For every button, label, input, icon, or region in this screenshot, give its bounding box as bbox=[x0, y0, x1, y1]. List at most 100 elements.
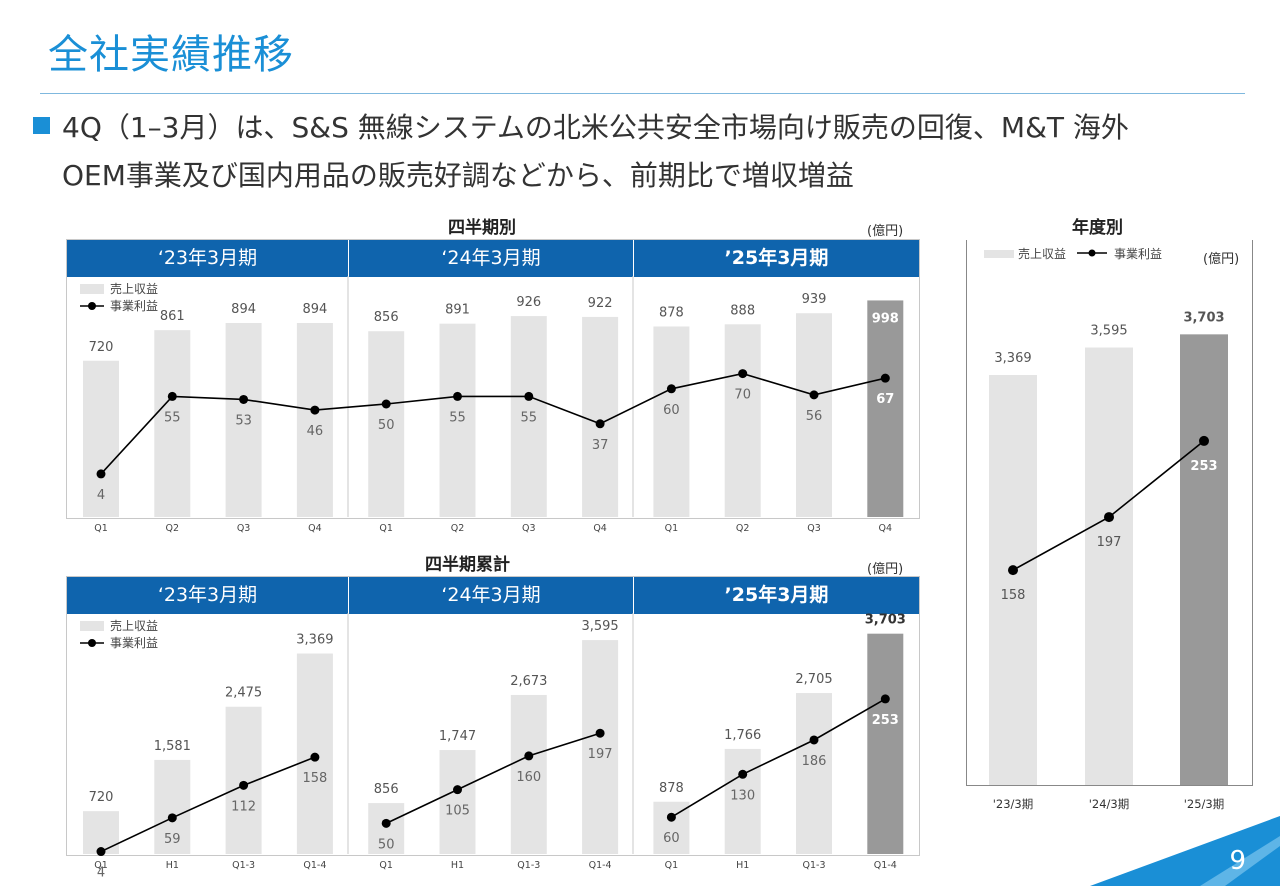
profit-point bbox=[880, 373, 890, 383]
x-tick-label: H1 bbox=[736, 860, 749, 871]
revenue-bar bbox=[510, 316, 547, 517]
x-tick-label: Q1 bbox=[94, 523, 108, 534]
profit-value-label: 186 bbox=[802, 754, 827, 769]
x-tick-label: Q1-4 bbox=[303, 860, 326, 871]
annual-profit-label: 158 bbox=[1001, 588, 1026, 603]
profit-value-label: 46 bbox=[307, 424, 324, 439]
revenue-value-label: 1,747 bbox=[439, 729, 476, 744]
profit-point bbox=[880, 694, 890, 704]
revenue-value-label: 3,703 bbox=[865, 613, 906, 628]
page-number: 9 bbox=[1229, 846, 1246, 876]
bullet-square-icon bbox=[33, 117, 50, 134]
annual-section-title: 年度別 bbox=[1072, 218, 1123, 238]
profit-point bbox=[809, 390, 819, 400]
profit-point bbox=[809, 735, 819, 745]
annual-legend-revenue: 売上収益 bbox=[1018, 247, 1067, 261]
legend-revenue-label: 売上収益 bbox=[110, 618, 158, 633]
annual-x-tick-label: '23/3期 bbox=[993, 797, 1034, 811]
profit-point bbox=[239, 780, 249, 790]
x-tick-label: Q1-4 bbox=[874, 860, 897, 871]
revenue-bar bbox=[582, 640, 619, 854]
quarterly-header-fy24: ‘24年3月期 bbox=[441, 247, 541, 269]
cumulative-period-band: ‘23年3月期 ‘24年3月期 ’25年3月期 bbox=[67, 577, 919, 614]
legend-profit-label: 事業利益 bbox=[110, 299, 158, 313]
annual-revenue-bar bbox=[989, 374, 1037, 785]
profit-value-label: 105 bbox=[445, 804, 470, 819]
profit-value-label: 70 bbox=[734, 388, 751, 403]
x-tick-label: Q4 bbox=[879, 523, 893, 534]
profit-value-label: 197 bbox=[588, 747, 613, 762]
x-tick-label: Q1-3 bbox=[232, 860, 255, 871]
annual-x-tick-label: '25/3期 bbox=[1184, 797, 1225, 811]
x-tick-label: Q1-3 bbox=[517, 860, 540, 871]
revenue-bar bbox=[867, 633, 904, 854]
profit-value-label: 130 bbox=[730, 788, 755, 803]
cumulative-header-fy24: ‘24年3月期 bbox=[441, 584, 541, 606]
revenue-bar bbox=[796, 313, 832, 517]
annual-chart-frame bbox=[966, 240, 1253, 786]
annual-profit-point bbox=[1104, 512, 1114, 523]
legend-line-marker bbox=[88, 639, 96, 647]
revenue-bar bbox=[154, 330, 191, 517]
revenue-value-label: 878 bbox=[659, 305, 684, 320]
profit-point bbox=[595, 419, 605, 429]
annual-x-tick-label: '24/3期 bbox=[1089, 797, 1130, 811]
annual-profit-label: 253 bbox=[1190, 459, 1217, 474]
profit-value-label: 56 bbox=[806, 409, 823, 424]
profit-value-label: 55 bbox=[449, 410, 466, 425]
revenue-value-label: 894 bbox=[231, 302, 256, 317]
x-tick-label: H1 bbox=[166, 860, 179, 871]
revenue-bar bbox=[368, 803, 405, 854]
x-tick-label: Q1 bbox=[665, 523, 679, 534]
annual-legend-line-swatch bbox=[1077, 249, 1107, 257]
revenue-value-label: 3,369 bbox=[296, 633, 333, 648]
profit-point bbox=[239, 394, 249, 404]
profit-point bbox=[310, 405, 320, 415]
corner-decoration bbox=[1090, 816, 1280, 886]
x-tick-label: Q1 bbox=[379, 523, 393, 534]
revenue-value-label: 998 bbox=[872, 311, 899, 326]
profit-point bbox=[381, 399, 391, 409]
revenue-value-label: 720 bbox=[89, 340, 114, 355]
cumulative-chart-panel: ‘23年3月期 ‘24年3月期 ’25年3月期 bbox=[66, 576, 920, 856]
revenue-value-label: 926 bbox=[516, 295, 541, 310]
profit-point bbox=[453, 785, 462, 795]
revenue-bar bbox=[296, 323, 333, 517]
summary-text-line2: OEM事業及び国内用品の販売好調などから、前期比で増収増益 bbox=[62, 159, 854, 192]
profit-value-label: 55 bbox=[164, 410, 181, 425]
revenue-value-label: 878 bbox=[659, 781, 684, 796]
quarterly-period-band: ‘23年3月期 ‘24年3月期 ’25年3月期 bbox=[67, 240, 919, 277]
profit-series-line bbox=[100, 372, 886, 475]
x-tick-label: Q1 bbox=[665, 860, 679, 871]
x-tick-label: Q2 bbox=[166, 523, 180, 534]
revenue-value-label: 2,705 bbox=[795, 672, 832, 687]
revenue-value-label: 1,581 bbox=[154, 739, 191, 754]
cumulative-section-title: 四半期累計 bbox=[425, 555, 510, 575]
annual-legend-bar-swatch bbox=[984, 250, 1014, 258]
quarterly-header-fy23: ‘23年3月期 bbox=[157, 247, 258, 269]
revenue-bar bbox=[439, 750, 476, 854]
revenue-value-label: 922 bbox=[588, 296, 613, 311]
annual-profit-point bbox=[1199, 435, 1209, 446]
annual-revenue-label: 3,369 bbox=[994, 351, 1031, 366]
profit-value-label: 158 bbox=[302, 771, 327, 786]
profit-point bbox=[453, 391, 462, 401]
revenue-value-label: 3,595 bbox=[581, 619, 618, 634]
x-tick-label: Q2 bbox=[736, 523, 750, 534]
x-tick-label: Q1-3 bbox=[803, 860, 826, 871]
revenue-value-label: 939 bbox=[802, 292, 827, 307]
profit-value-label: 60 bbox=[663, 831, 680, 846]
revenue-bar bbox=[867, 300, 904, 517]
x-tick-label: Q1-4 bbox=[589, 860, 612, 871]
legend-bar-swatch bbox=[80, 621, 104, 631]
legend-revenue-label: 売上収益 bbox=[110, 281, 158, 296]
profit-value-label: 37 bbox=[592, 438, 609, 453]
profit-value-label: 50 bbox=[378, 418, 395, 433]
revenue-bar bbox=[225, 323, 262, 517]
x-tick-label: Q4 bbox=[308, 523, 322, 534]
profit-value-label: 160 bbox=[516, 770, 541, 785]
annual-profit-label: 197 bbox=[1097, 535, 1122, 550]
profit-point bbox=[381, 818, 391, 828]
profit-value-label: 67 bbox=[876, 392, 894, 407]
